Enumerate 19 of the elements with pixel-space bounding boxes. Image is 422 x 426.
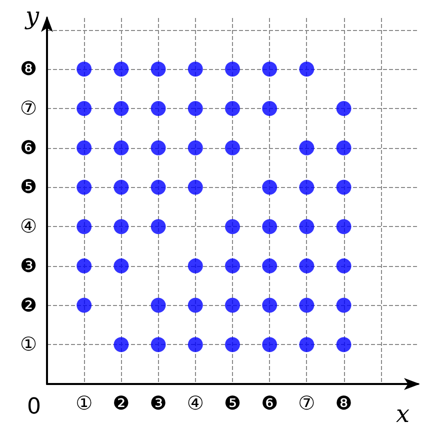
category-label: ❽ (20, 58, 37, 80)
category-label: ⑦ (20, 98, 37, 120)
x-tick-label: ❸ (150, 392, 167, 414)
x-tick-label: ④ (186, 392, 204, 414)
category-label: ❻ (20, 136, 37, 159)
category-label: ④ (20, 216, 37, 238)
x-tick-label: ⑦ (298, 392, 316, 414)
x-tick-label: ❺ (224, 392, 242, 414)
x-axis-title: x (396, 400, 410, 426)
category-label: ① (20, 334, 37, 356)
category-label: ❺ (20, 176, 37, 198)
text: 0 (27, 394, 41, 420)
category-label: ❸ (20, 254, 37, 277)
category-label: ❷ (20, 294, 37, 316)
x-tick-label: ❷ (112, 392, 130, 414)
x-tick-label: ① (76, 392, 93, 414)
x-tick-label: ❽ (335, 392, 352, 414)
x-tick-label: ❻ (261, 392, 278, 414)
y-axis-title: y (24, 2, 40, 30)
